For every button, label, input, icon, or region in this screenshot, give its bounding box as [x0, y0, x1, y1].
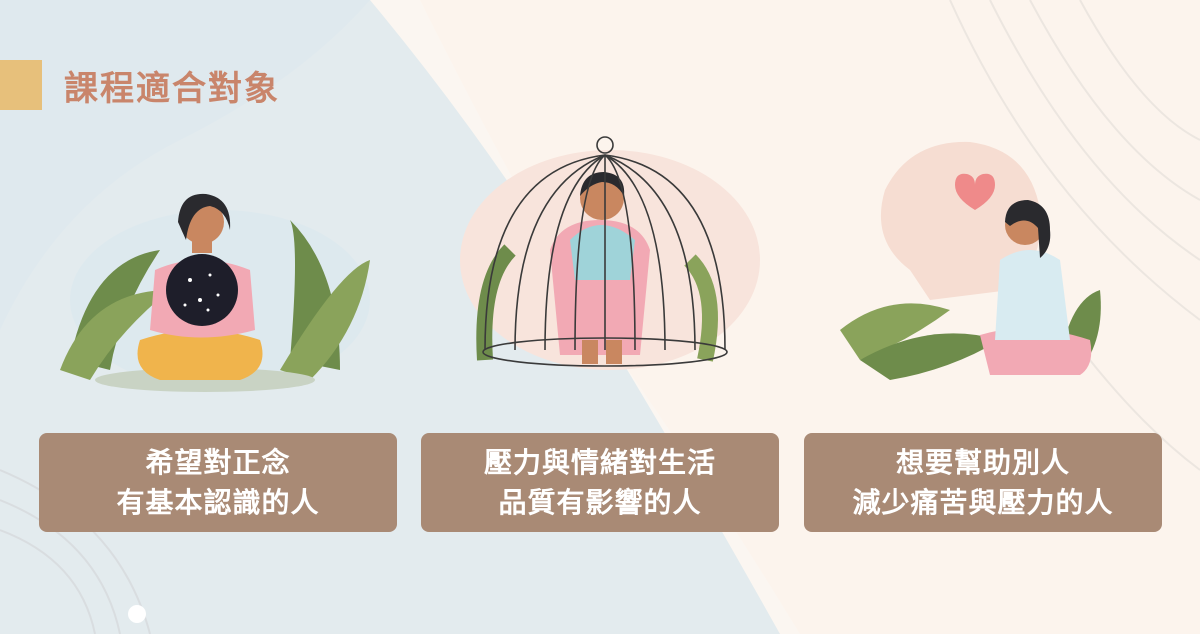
- audience-card-mindfulness: 希望對正念 有基本認識的人: [39, 433, 397, 532]
- card-line-1: 希望對正念: [145, 445, 291, 479]
- card-line-2: 品質有影響的人: [498, 485, 702, 519]
- person-in-birdcage-illustration: [460, 136, 760, 370]
- meditating-woman-illustration: [60, 193, 370, 392]
- card-line-2: 有基本認識的人: [116, 485, 320, 519]
- title-accent-bar: [0, 60, 42, 110]
- card-line-1: 壓力與情緒對生活: [483, 445, 716, 479]
- woman-with-heart-illustration: [840, 141, 1101, 380]
- card-line-1: 想要幫助別人: [895, 445, 1070, 479]
- card-line-2: 減少痛苦與壓力的人: [852, 485, 1114, 519]
- section-header: 課程適合對象: [0, 60, 280, 110]
- audience-card-stress: 壓力與情緒對生活 品質有影響的人: [421, 433, 779, 532]
- audience-card-helpers: 想要幫助別人 減少痛苦與壓力的人: [804, 433, 1162, 532]
- page-title: 課程適合對象: [64, 68, 280, 109]
